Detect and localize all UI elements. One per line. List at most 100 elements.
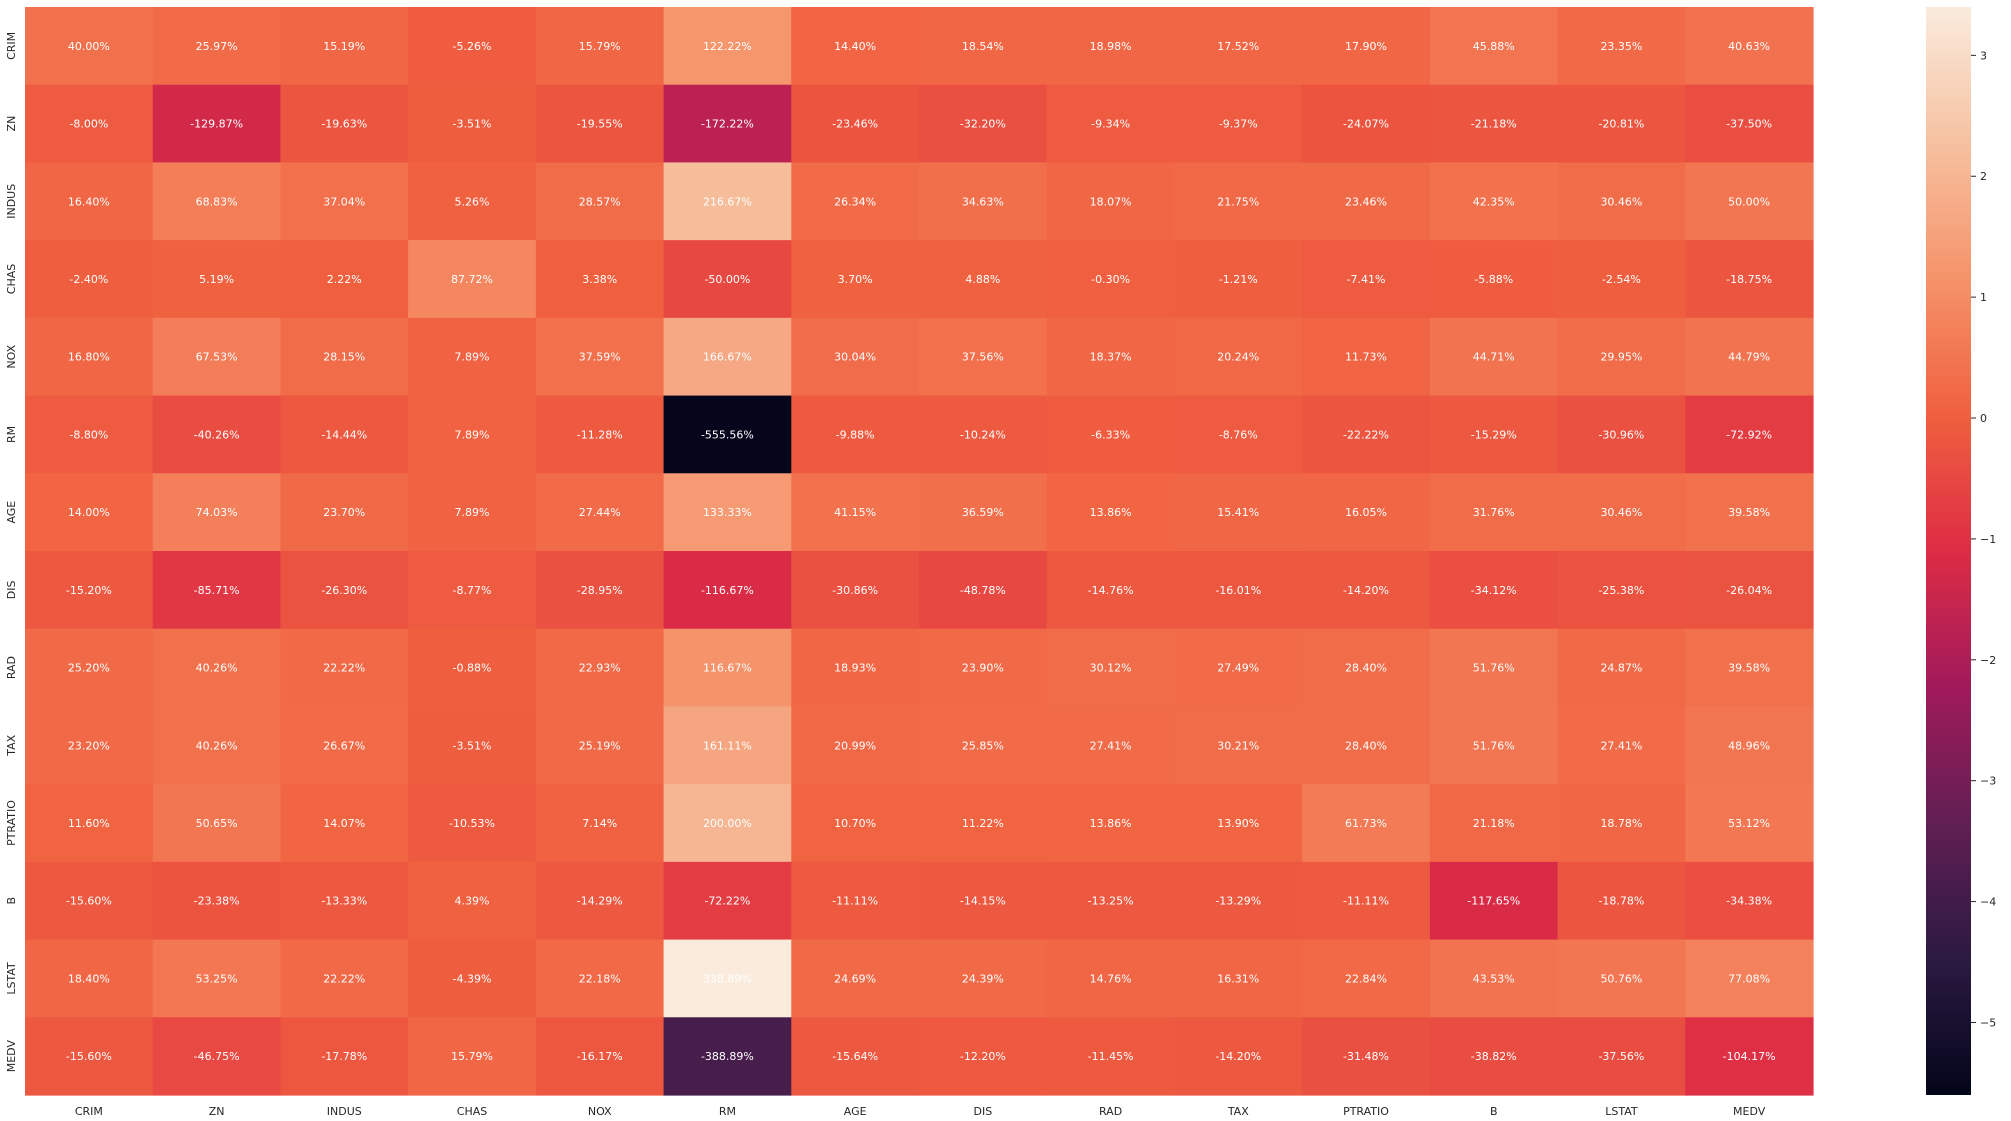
cell-value-label: 30.21% — [1217, 739, 1259, 752]
x-tick-label: LSTAT — [1605, 1105, 1638, 1118]
cell-value-label: -14.76% — [1088, 584, 1134, 597]
heatmap-cell — [1685, 861, 1814, 941]
cell-value-label: 133.33% — [703, 506, 752, 519]
heatmap-cell — [791, 939, 920, 1018]
cell-value-label: 18.54% — [962, 40, 1004, 53]
cell-value-label: -14.20% — [1215, 1050, 1261, 1063]
heatmap-cell — [280, 317, 409, 397]
heatmap-cell — [1174, 7, 1303, 86]
cell-value-label: -0.88% — [453, 662, 492, 675]
cell-value-label: 161.11% — [703, 739, 752, 752]
heatmap-cell — [1429, 628, 1559, 708]
colorbar-tick-label: 0 — [1980, 412, 1987, 425]
x-tick-label: TAX — [1227, 1105, 1249, 1118]
heatmap-cell — [919, 395, 1048, 474]
heatmap-cell — [1557, 1017, 1686, 1096]
cell-value-label: -8.77% — [453, 584, 492, 597]
heatmap-cell — [1429, 162, 1559, 241]
heatmap-cell — [408, 84, 537, 164]
cell-value-label: 3.38% — [582, 273, 617, 286]
heatmap-cell — [25, 7, 154, 86]
heatmap-cell — [1046, 84, 1176, 164]
x-tick-label: DIS — [974, 1105, 993, 1118]
heatmap-cell — [1046, 784, 1176, 863]
heatmap-cell — [791, 84, 920, 164]
heatmap-cell — [791, 861, 920, 941]
cell-value-label: 27.44% — [579, 506, 621, 519]
heatmap-cell — [152, 395, 282, 474]
heatmap-cell — [1557, 395, 1686, 474]
y-tick-label: RAD — [5, 656, 18, 679]
heatmap-cell — [1429, 395, 1559, 474]
heatmap-cell — [408, 317, 537, 397]
cell-value-label: -6.33% — [1091, 428, 1130, 441]
heatmap-cell — [25, 84, 154, 164]
heatmap-cell — [791, 784, 920, 863]
cell-value-label: -3.51% — [453, 739, 492, 752]
cell-value-label: 23.90% — [962, 662, 1004, 675]
cell-value-label: 40.26% — [196, 662, 238, 675]
heatmap-cell — [663, 706, 792, 785]
heatmap-cell — [152, 939, 282, 1018]
heatmap-cell — [919, 317, 1048, 397]
cell-value-label: 30.12% — [1090, 662, 1132, 675]
cell-value-label: -13.25% — [1088, 895, 1134, 908]
cell-value-label: -48.78% — [960, 584, 1006, 597]
cell-value-label: 30.04% — [834, 351, 876, 364]
heatmap-cell — [1429, 240, 1559, 319]
cell-value-label: -8.80% — [69, 428, 108, 441]
heatmap-cell — [152, 784, 282, 863]
cell-value-label: -15.29% — [1471, 428, 1517, 441]
heatmap-cell — [1174, 240, 1303, 319]
cell-value-label: 116.67% — [703, 662, 752, 675]
cell-value-label: 18.98% — [1090, 40, 1132, 53]
cell-value-label: -14.44% — [321, 428, 367, 441]
cell-value-label: 17.52% — [1217, 40, 1259, 53]
heatmap-cell — [25, 939, 154, 1018]
cell-value-label: 18.93% — [834, 662, 876, 675]
cell-value-label: 122.22% — [703, 40, 752, 53]
cell-value-label: -24.07% — [1343, 118, 1389, 131]
cell-value-label: 25.85% — [962, 739, 1004, 752]
cell-value-label: -26.04% — [1726, 584, 1772, 597]
cell-value-label: -37.56% — [1598, 1050, 1644, 1063]
y-tick-label: AGE — [5, 501, 18, 524]
heatmap-cell — [25, 473, 154, 552]
cell-value-label: 11.22% — [962, 817, 1004, 830]
cell-value-label: 37.59% — [579, 351, 621, 364]
heatmap-cell — [1302, 784, 1431, 863]
cell-value-label: 50.00% — [1728, 195, 1770, 208]
cell-value-label: 27.41% — [1600, 739, 1642, 752]
heatmap-cell — [791, 395, 920, 474]
heatmap-cell — [535, 706, 665, 785]
x-tick-label: RAD — [1099, 1105, 1122, 1118]
cell-value-label: -22.22% — [1343, 428, 1389, 441]
heatmap-cell — [1046, 7, 1176, 86]
colorbar-tick-label: 3 — [1980, 49, 1987, 62]
cell-value-label: -10.24% — [960, 428, 1006, 441]
heatmap-cell — [1174, 706, 1303, 785]
cell-value-label: -19.55% — [577, 118, 623, 131]
cell-value-label: 21.75% — [1217, 195, 1259, 208]
cell-value-label: -30.96% — [1598, 428, 1644, 441]
heatmap-cell — [408, 1017, 537, 1096]
y-tick-label: NOX — [5, 344, 18, 368]
x-tick-label: PTRATIO — [1343, 1105, 1389, 1118]
heatmap-cell — [408, 395, 537, 474]
heatmap-cell — [1046, 162, 1176, 241]
heatmap-cell — [1302, 551, 1431, 630]
cell-value-label: 25.20% — [68, 662, 110, 675]
heatmap-cell — [1557, 7, 1686, 86]
heatmap-cell — [1174, 1017, 1303, 1096]
cell-value-label: 24.69% — [834, 972, 876, 985]
cell-value-label: -40.26% — [194, 428, 240, 441]
cell-value-label: 27.41% — [1090, 739, 1132, 752]
cell-value-label: 50.76% — [1600, 972, 1642, 985]
cell-value-label: -38.82% — [1471, 1050, 1517, 1063]
cell-value-label: 5.19% — [199, 273, 234, 286]
colorbar-gradient — [1926, 7, 1971, 1095]
heatmap-cell — [1557, 317, 1686, 397]
heatmap-cell — [1046, 473, 1176, 552]
heatmap-cell — [1685, 939, 1814, 1018]
heatmap-cell — [408, 784, 537, 863]
